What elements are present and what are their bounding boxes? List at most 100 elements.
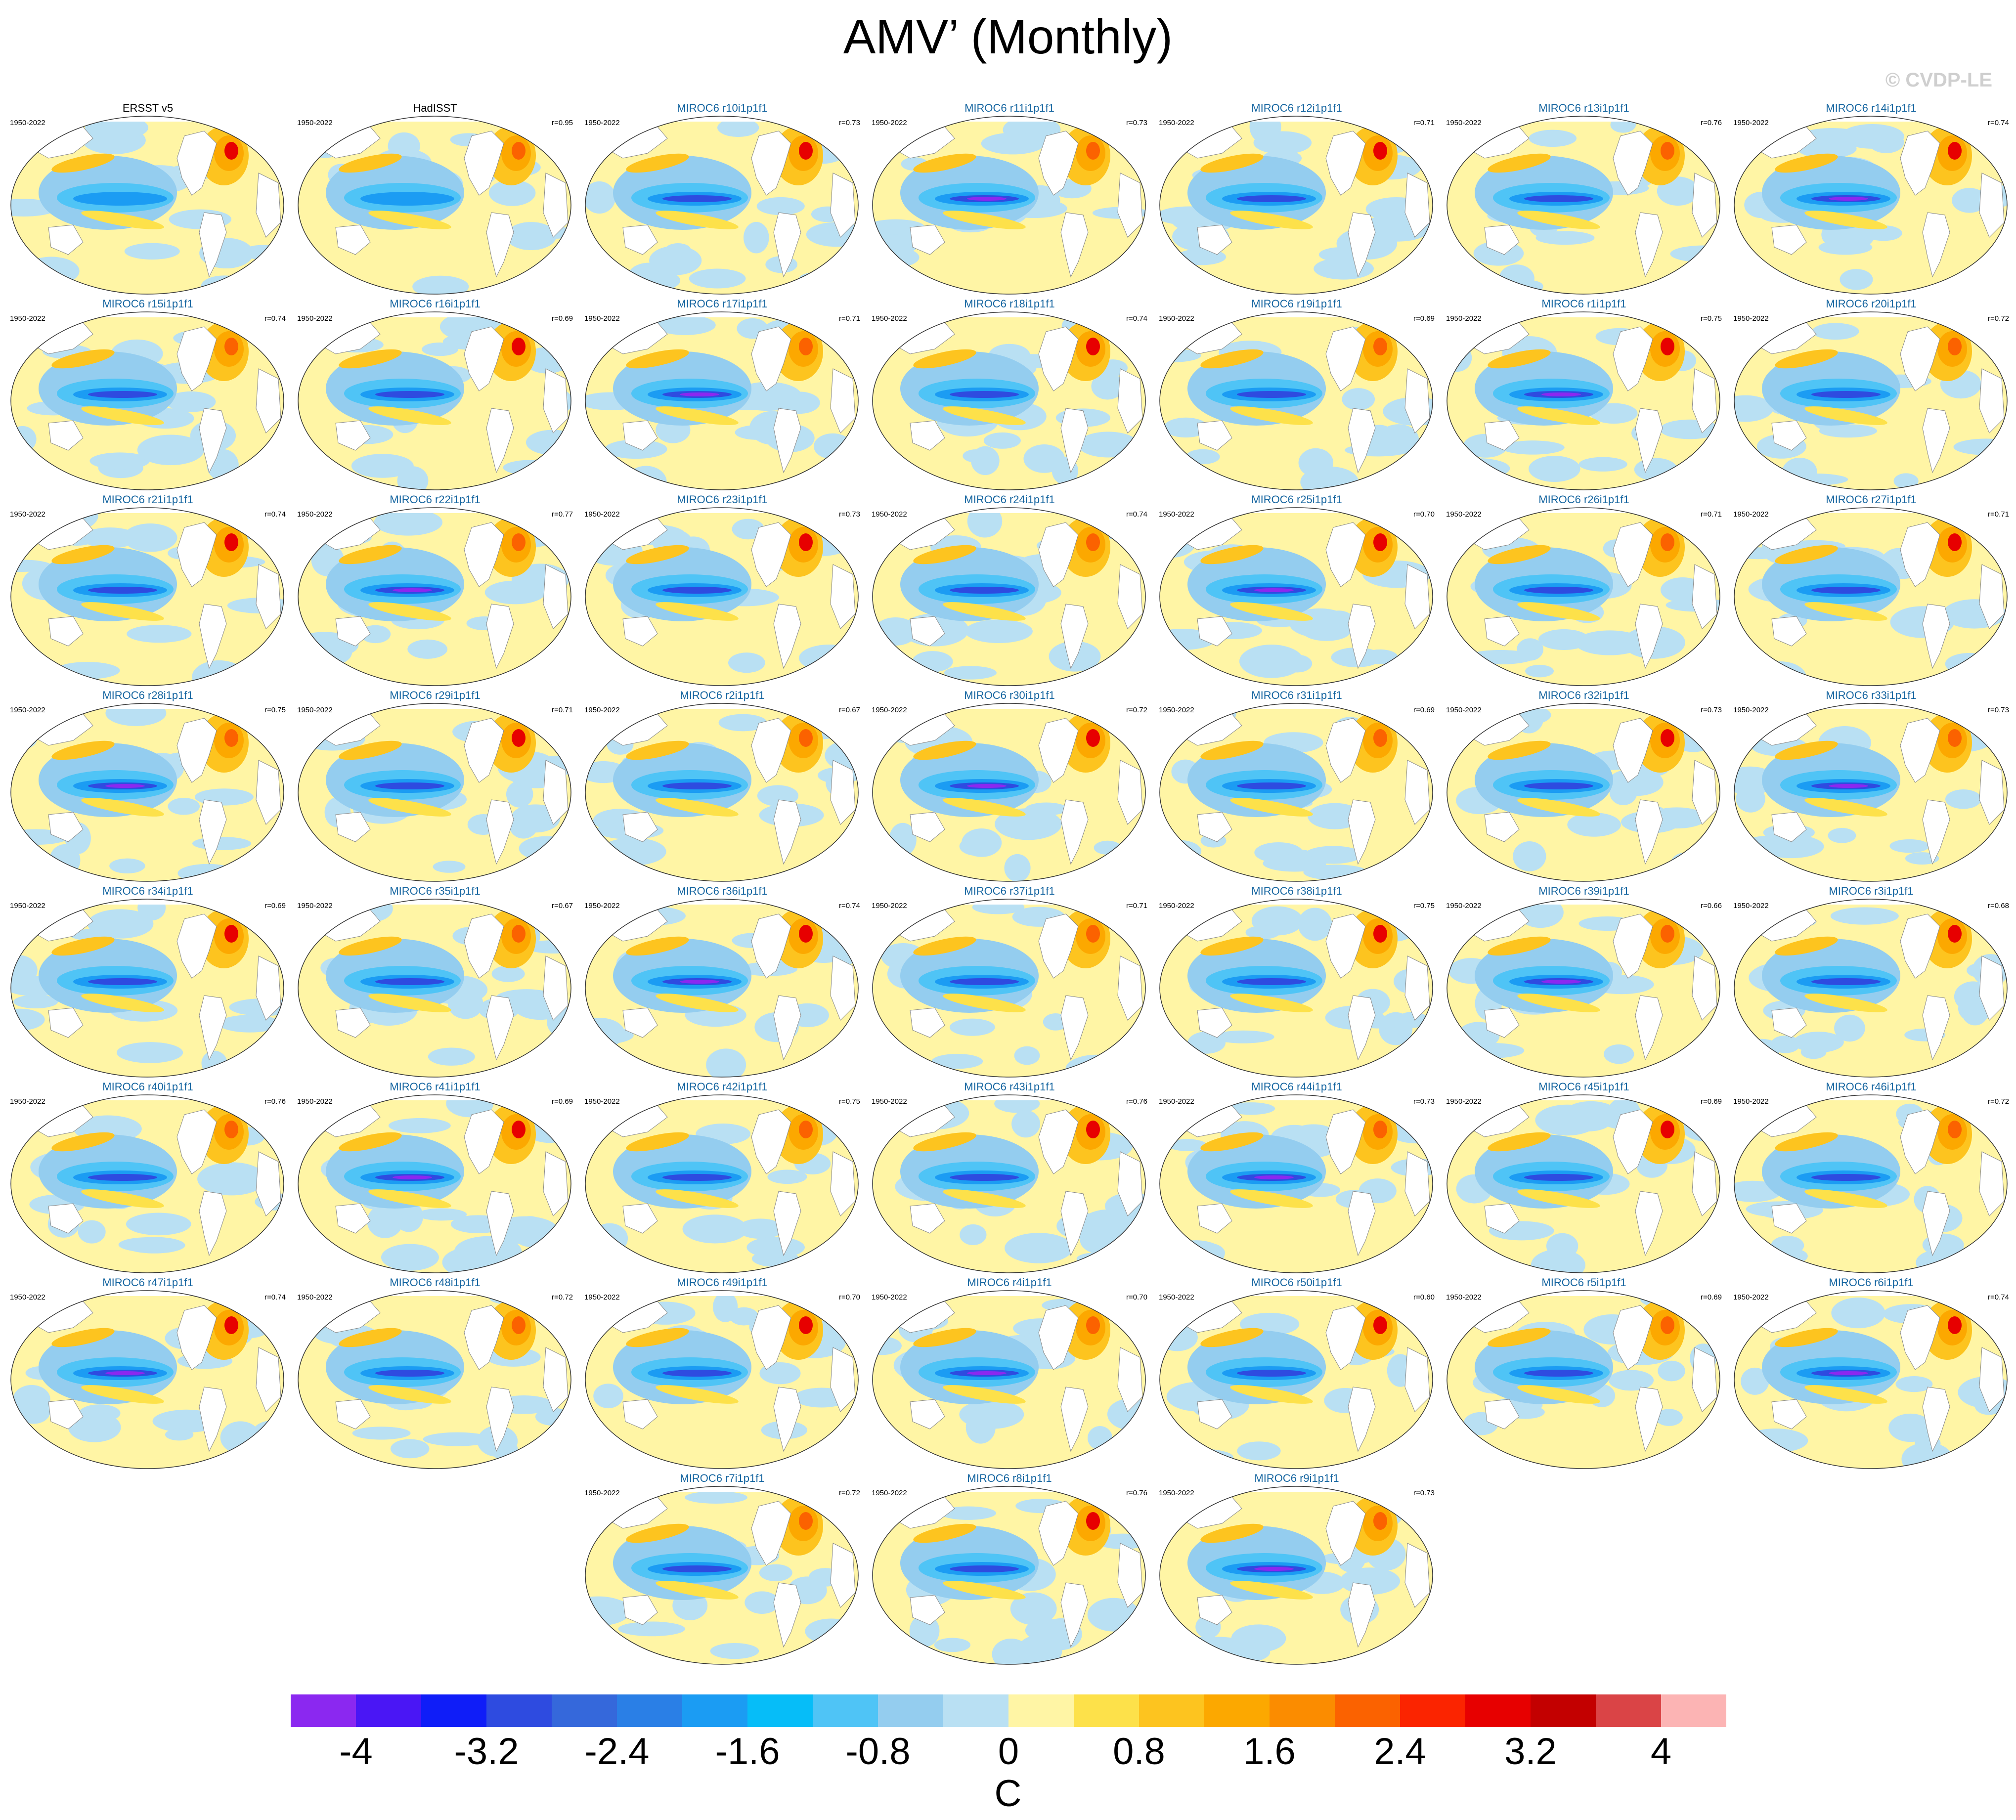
polar-mask: [11, 899, 284, 905]
polar-mask: [1734, 899, 2007, 905]
panel-title: MIROC6 r4i1p1f1: [967, 1276, 1052, 1289]
panel-title: MIROC6 r44i1p1f1: [1251, 1081, 1342, 1093]
north-america-land: [1038, 1305, 1079, 1370]
north-atlantic-warm-core: [1661, 142, 1674, 160]
anomaly-patch: [1005, 1233, 1073, 1263]
panel-title: MIROC6 r19i1p1f1: [1251, 298, 1342, 310]
north-pacific-warm-band: [1775, 740, 1838, 760]
polar-mask: [1160, 899, 1433, 905]
anomaly-patch: [1609, 780, 1637, 805]
map-panel: MIROC6 r8i1p1f1 1950-2022 r=0.76: [869, 1471, 1150, 1669]
anomaly-patch: [756, 197, 805, 216]
africa-land: [543, 1151, 569, 1216]
map-panel: MIROC6 r48i1p1f1 1950-2022 r=0.72: [294, 1275, 576, 1473]
panel-title: MIROC6 r20i1p1f1: [1826, 298, 1917, 310]
africa-land: [1117, 760, 1143, 825]
south-pacific-warm-band: [943, 1189, 1026, 1208]
sst-anomaly-map: [585, 899, 859, 1078]
australia-land: [622, 420, 658, 451]
north-atlantic-warm-core: [512, 1121, 526, 1138]
north-atlantic-warm-core: [1373, 925, 1387, 943]
anomaly-patch: [1895, 1376, 1933, 1392]
north-pacific-warm-band: [913, 349, 976, 369]
north-america-land: [1325, 522, 1366, 587]
anomaly-patch: [1014, 1046, 1040, 1065]
north-atlantic-warm-core: [799, 729, 813, 747]
anomaly-patch: [1163, 417, 1209, 438]
africa-land: [830, 1543, 856, 1608]
panel-period: 1950-2022: [1159, 1293, 1194, 1301]
anomaly-patch: [1831, 1298, 1885, 1329]
anomaly-patch: [78, 1220, 106, 1244]
colorbar-swatch: [1139, 1694, 1204, 1727]
colorbar-tick-label: 4: [1650, 1731, 1672, 1773]
panel-title: MIROC6 r38i1p1f1: [1251, 885, 1342, 897]
anomaly-patch: [433, 861, 466, 873]
south-pacific-warm-band: [1230, 1189, 1313, 1208]
sst-anomaly-map: [1734, 703, 2008, 882]
north-pacific-warm-band: [51, 545, 115, 564]
north-america-land: [1900, 1109, 1940, 1174]
pacific-core-strong: [1237, 978, 1306, 985]
south-america-land: [1060, 1582, 1089, 1648]
map-outline: [585, 703, 859, 882]
polar-mask: [1160, 703, 1433, 709]
south-pacific-warm-band: [1804, 994, 1887, 1012]
north-pacific-warm-band: [339, 545, 402, 564]
south-america-land: [1635, 212, 1663, 278]
africa-land: [1117, 1543, 1143, 1608]
anomaly-patch: [1525, 664, 1554, 678]
panel-title: MIROC6 r37i1p1f1: [964, 885, 1055, 897]
anomaly-patch: [682, 1214, 748, 1244]
south-america-land: [486, 212, 514, 278]
north-america-land: [176, 522, 217, 587]
africa-land: [830, 760, 856, 825]
panel-correlation: r=0.76: [1126, 1489, 1147, 1497]
map-panel: MIROC6 r46i1p1f1 1950-2022 r=0.72: [1730, 1080, 2012, 1277]
sst-anomaly-map: [298, 311, 571, 490]
australia-land: [335, 1399, 371, 1430]
polar-mask: [298, 703, 571, 709]
map-outline: [298, 116, 571, 295]
pacific-core-strong: [375, 978, 444, 985]
map-panel: MIROC6 r14i1p1f1 1950-2022 r=0.74: [1730, 101, 2012, 299]
map-panel: MIROC6 r3i1p1f1 1950-2022 r=0.68: [1730, 884, 2012, 1082]
north-america-land: [1325, 130, 1366, 196]
anomaly-patch: [1237, 1441, 1281, 1461]
australia-land: [910, 224, 945, 255]
polar-mask: [298, 1095, 571, 1100]
colorbar-swatch: [356, 1694, 421, 1727]
polar-mask: [585, 312, 858, 317]
anomaly-patch: [1655, 1409, 1683, 1426]
map-panel: MIROC6 r32i1p1f1 1950-2022 r=0.73: [1443, 688, 1725, 886]
map-panel: MIROC6 r11i1p1f1 1950-2022 r=0.73: [869, 101, 1150, 299]
north-atlantic-warm-core: [1373, 533, 1387, 551]
north-pacific-warm-band: [913, 153, 976, 173]
map-panel: MIROC6 r50i1p1f1 1950-2022 r=0.60: [1156, 1275, 1438, 1473]
africa-land: [1979, 368, 2005, 433]
map-outline: [1734, 311, 2008, 490]
north-america-land: [1325, 913, 1366, 979]
map-outline: [10, 1290, 284, 1469]
north-america-land: [176, 718, 217, 783]
australia-land: [910, 1007, 945, 1038]
south-pacific-warm-band: [368, 211, 451, 229]
panel-title: MIROC6 r35i1p1f1: [390, 885, 481, 897]
anomaly-patch: [1166, 1448, 1233, 1466]
map-panel: MIROC6 r49i1p1f1 1950-2022 r=0.70: [581, 1275, 863, 1473]
australia-land: [1771, 420, 1807, 451]
panel-period: 1950-2022: [10, 902, 45, 910]
panel-title: MIROC6 r26i1p1f1: [1538, 493, 1629, 506]
north-pacific-warm-band: [1775, 1132, 1838, 1152]
north-america-land: [464, 130, 504, 196]
north-atlantic-warm-core: [1948, 1121, 1962, 1138]
north-america-land: [1613, 1109, 1653, 1174]
south-america-land: [773, 1582, 801, 1648]
north-america-land: [464, 1109, 504, 1174]
anomaly-patch: [1447, 274, 1482, 292]
map-panel: MIROC6 r9i1p1f1 1950-2022 r=0.73: [1156, 1471, 1438, 1669]
pacific-core-strong: [1524, 1174, 1593, 1181]
pacific-core-strong: [662, 1174, 732, 1181]
anomaly-patch: [68, 1412, 121, 1442]
anomaly-patch: [1168, 1139, 1207, 1151]
